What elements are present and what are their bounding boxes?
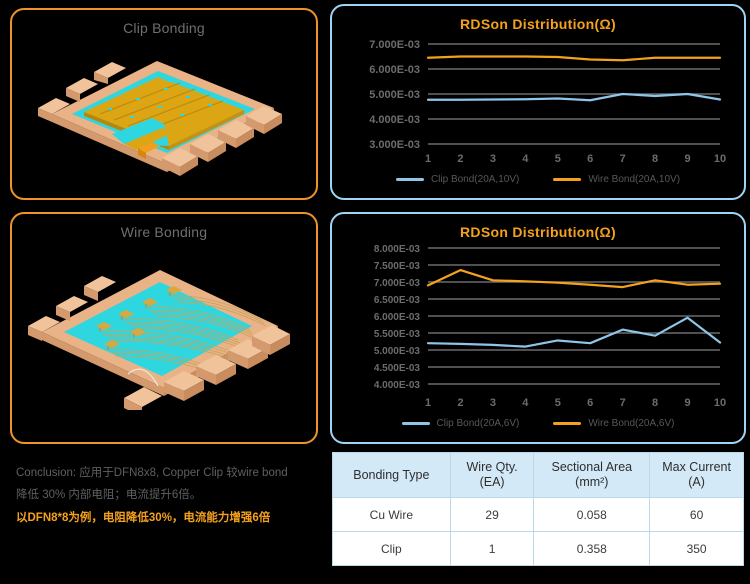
table-row: Cu Wire 29 0.058 60 bbox=[332, 497, 744, 532]
cell-bonding-type: Cu Wire bbox=[332, 497, 451, 532]
y-axis-tick-label: 7.000E-03 bbox=[374, 278, 421, 289]
th-sectional-area-top: Sectional Area bbox=[551, 460, 633, 474]
x-axis-tick-label: 6 bbox=[587, 153, 593, 165]
th-sectional-area-bottom: (mm²) bbox=[575, 475, 609, 489]
y-axis-tick-label: 4.500E-03 bbox=[374, 363, 421, 374]
x-axis-tick-label: 4 bbox=[522, 397, 529, 409]
y-axis-tick-label: 5.000E-03 bbox=[374, 346, 421, 357]
x-axis-tick-label: 3 bbox=[490, 397, 496, 409]
clip-package-3d-icon bbox=[38, 61, 282, 176]
x-axis-tick-label: 4 bbox=[522, 153, 529, 165]
panel-clip-title: Clip Bonding bbox=[123, 20, 205, 36]
x-axis-tick-label: 1 bbox=[425, 153, 431, 165]
th-bonding-type-top: Bonding Type bbox=[353, 467, 430, 482]
cell-wire-qty: 1 bbox=[449, 531, 535, 566]
cell-sectional-area: 0.058 bbox=[533, 497, 651, 532]
x-axis-tick-label: 10 bbox=[714, 397, 726, 409]
legend-swatch-clip-icon bbox=[401, 422, 430, 425]
th-wire-qty-bottom: (EA) bbox=[479, 475, 505, 489]
panel-wire-title: Wire Bonding bbox=[120, 224, 208, 240]
x-axis-tick-label: 7 bbox=[620, 153, 626, 165]
legend-label-clip: Clip Bond(20A,10V) bbox=[430, 174, 520, 185]
th-wire-qty-top: Wire Qty. bbox=[466, 460, 518, 474]
th-max-current-top: Max Current bbox=[662, 460, 731, 474]
y-axis-tick-label: 8.000E-03 bbox=[374, 244, 421, 255]
cell-max-current: 60 bbox=[649, 497, 744, 532]
table-header-row: Bonding Type Wire Qty. (EA) Sectional Ar… bbox=[332, 452, 744, 498]
cell-max-current: 350 bbox=[649, 531, 744, 566]
panel-wire-bonding: Wire Bonding bbox=[10, 212, 318, 444]
chart1-title: RDSon Distribution(Ω) bbox=[460, 16, 616, 32]
x-axis-tick-label: 6 bbox=[587, 397, 593, 409]
th-max-current: Max Current (A) bbox=[649, 452, 744, 498]
th-sectional-area: Sectional Area (mm²) bbox=[533, 452, 651, 498]
chart1-plot-area: 7.000E-03 6.000E-03 5.000E-03 4.000E-03 3.00… bbox=[332, 32, 744, 172]
legend-item-clip-6v: Clip Bond(20A,6V) bbox=[401, 418, 520, 429]
panel-clip-bonding: Clip Bonding bbox=[10, 8, 318, 200]
series-line bbox=[426, 316, 722, 348]
conclusion-line-2: 降低 30% 内部电阻；电流提升6倍。 bbox=[16, 489, 202, 501]
th-bonding-type: Bonding Type bbox=[332, 452, 451, 498]
conclusion-block: Conclusion: 应用于DFN8x8, Copper Clip 较wire… bbox=[16, 462, 326, 530]
table-head: Bonding Type Wire Qty. (EA) Sectional Ar… bbox=[332, 452, 744, 498]
series-line bbox=[426, 92, 722, 102]
cell-bonding-type: Clip bbox=[332, 531, 451, 566]
chart1-svg: 7.000E-03 6.000E-03 5.000E-03 4.000E-03 3.00… bbox=[369, 39, 726, 165]
x-axis-tick-label: 8 bbox=[652, 397, 658, 409]
chart2-plot-area: 8.000E-03 7.500E-03 7.000E-03 6.500E-03 6.00… bbox=[332, 240, 744, 416]
legend-swatch-clip-icon bbox=[395, 178, 424, 181]
th-wire-qty: Wire Qty. (EA) bbox=[449, 452, 535, 498]
legend-item-wire-10v: Wire Bond(20A,10V) bbox=[553, 174, 680, 185]
x-axis-tick-label: 1 bbox=[425, 397, 431, 409]
legend-label-wire: Wire Bond(20A,6V) bbox=[588, 418, 675, 429]
table-row: Clip 1 0.358 350 bbox=[332, 531, 744, 566]
x-axis-tick-label: 3 bbox=[490, 153, 496, 165]
bonding-spec-table: Bonding Type Wire Qty. (EA) Sectional Ar… bbox=[332, 452, 744, 566]
x-axis-tick-label: 5 bbox=[555, 397, 561, 409]
conclusion-line-1: Conclusion: 应用于DFN8x8, Copper Clip 较wire… bbox=[16, 467, 288, 479]
clip-bonding-illustration bbox=[12, 36, 316, 192]
y-axis-tick-label: 5.000E-03 bbox=[369, 89, 420, 101]
y-axis-tick-label: 5.500E-03 bbox=[374, 329, 421, 340]
x-axis-tick-label: 8 bbox=[652, 153, 658, 165]
cell-wire-qty: 29 bbox=[449, 497, 535, 532]
x-axis-tick-label: 9 bbox=[684, 153, 690, 165]
legend-swatch-wire-icon bbox=[553, 422, 582, 425]
y-axis-tick-label: 4.000E-03 bbox=[369, 114, 420, 126]
chart1-legend: Clip Bond(20A,10V) Wire Bond(20A,10V) bbox=[332, 174, 744, 185]
y-axis-tick-label: 4.000E-03 bbox=[374, 380, 421, 391]
th-max-current-bottom: (A) bbox=[688, 475, 705, 489]
cell-sectional-area: 0.358 bbox=[533, 531, 651, 566]
x-axis-tick-label: 5 bbox=[555, 153, 561, 165]
legend-item-clip-10v: Clip Bond(20A,10V) bbox=[395, 174, 520, 185]
x-axis-tick-label: 2 bbox=[457, 397, 463, 409]
wire-bonding-illustration bbox=[12, 240, 316, 436]
wire-package-3d-icon bbox=[28, 270, 290, 417]
chart2-title: RDSon Distribution(Ω) bbox=[460, 224, 616, 240]
series-line bbox=[426, 55, 722, 62]
y-axis-tick-label: 7.500E-03 bbox=[374, 261, 421, 272]
legend-item-wire-6v: Wire Bond(20A,6V) bbox=[553, 418, 674, 429]
legend-label-wire: Wire Bond(20A,10V) bbox=[588, 174, 681, 185]
x-axis-tick-label: 2 bbox=[457, 153, 463, 165]
chart-panel-rdson-6v: RDSon Distribution(Ω) 8.000E-03 7.500E-03… bbox=[330, 212, 746, 444]
y-axis-tick-label: 7.000E-03 bbox=[369, 39, 420, 51]
x-axis-tick-label: 10 bbox=[714, 153, 726, 165]
y-axis-tick-label: 3.000E-03 bbox=[369, 139, 420, 151]
chart2-legend: Clip Bond(20A,6V) Wire Bond(20A,6V) bbox=[332, 418, 744, 429]
legend-swatch-wire-icon bbox=[553, 178, 582, 181]
chart-panel-rdson-10v: RDSon Distribution(Ω) 7.000E-03 6.000E-03… bbox=[330, 4, 746, 200]
chart2-svg: 8.000E-03 7.500E-03 7.000E-03 6.500E-03 6.00… bbox=[374, 244, 726, 409]
y-axis-tick-label: 6.000E-03 bbox=[374, 312, 421, 323]
x-axis-tick-label: 9 bbox=[684, 397, 690, 409]
legend-label-clip: Clip Bond(20A,6V) bbox=[436, 418, 520, 429]
conclusion-accent-line: 以DFN8*8为例，电阻降低30%，电流能力增强6倍 bbox=[16, 512, 271, 524]
table-body: Cu Wire 29 0.058 60 Clip 1 0.358 350 bbox=[332, 497, 744, 566]
x-axis-tick-label: 7 bbox=[620, 397, 626, 409]
y-axis-tick-label: 6.500E-03 bbox=[374, 295, 421, 306]
y-axis-tick-label: 6.000E-03 bbox=[369, 64, 420, 76]
series-line bbox=[426, 269, 722, 289]
